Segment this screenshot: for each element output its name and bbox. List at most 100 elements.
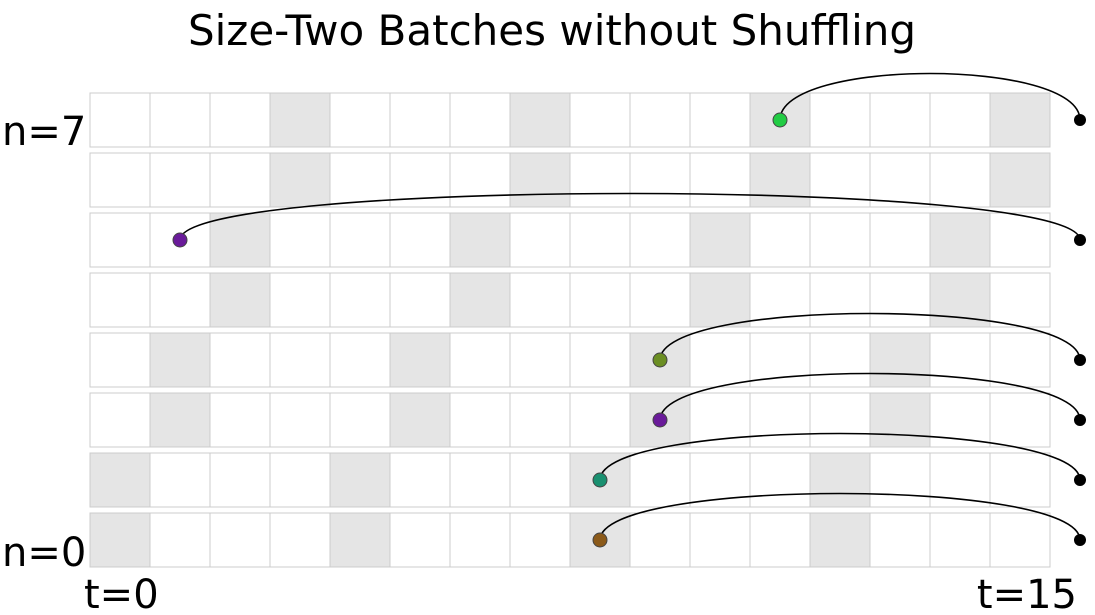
cell-r6-t10	[689, 152, 751, 208]
cell-r5-t11	[749, 212, 811, 268]
cell-r3-t9	[629, 332, 691, 388]
cell-r0-t11	[749, 512, 811, 568]
cell-r5-t6	[449, 212, 511, 268]
cell-r0-t0	[89, 512, 151, 568]
arc-endpoint-3	[1074, 414, 1086, 426]
cell-r6-t14	[929, 152, 991, 208]
cell-r4-t5	[389, 272, 451, 328]
cell-r0-t4	[329, 512, 391, 568]
cell-r2-t7	[509, 392, 571, 448]
label-t-right: t=15	[977, 572, 1077, 615]
cell-r1-t1	[149, 452, 211, 508]
cell-r4-t14	[929, 272, 991, 328]
label-n-top: n=7	[2, 109, 86, 155]
cell-r3-t15	[989, 332, 1051, 388]
cell-r3-t7	[509, 332, 571, 388]
cell-r2-t0	[89, 392, 151, 448]
cell-r0-t3	[269, 512, 331, 568]
label-t-left: t=0	[84, 572, 159, 615]
cell-r0-t12	[809, 512, 871, 568]
cell-r7-t12	[809, 92, 871, 148]
cell-r4-t4	[329, 272, 391, 328]
arc-5	[599, 492, 1081, 541]
cell-r7-t3	[269, 92, 331, 148]
cell-grid	[89, 92, 1051, 568]
cell-r4-t9	[629, 272, 691, 328]
arc-2	[659, 312, 1081, 361]
cell-r5-t0	[89, 212, 151, 268]
arc-endpoint-2	[1074, 354, 1086, 366]
cell-r5-t7	[509, 212, 571, 268]
cell-r6-t7	[509, 152, 571, 208]
arc-start-node-0	[772, 112, 788, 128]
cell-r0-t2	[209, 512, 271, 568]
cell-r1-t13	[869, 452, 931, 508]
cell-r2-t6	[449, 392, 511, 448]
cell-r5-t14	[929, 212, 991, 268]
cell-r3-t8	[569, 332, 631, 388]
cell-r5-t8	[569, 212, 631, 268]
cell-r1-t6	[449, 452, 511, 508]
arc-start-node-1	[172, 232, 188, 248]
cell-r0-t14	[929, 512, 991, 568]
arc-3	[659, 372, 1081, 421]
cell-r7-t14	[929, 92, 991, 148]
cell-r5-t10	[689, 212, 751, 268]
cell-r1-t15	[989, 452, 1051, 508]
cell-r6-t1	[149, 152, 211, 208]
cell-r2-t4	[329, 392, 391, 448]
cell-r0-t5	[389, 512, 451, 568]
arc-start-node-2	[652, 352, 668, 368]
cell-r4-t1	[149, 272, 211, 328]
cell-r1-t5	[389, 452, 451, 508]
diagram-title: Size-Two Batches without Shuffling	[188, 6, 916, 55]
cell-r3-t3	[269, 332, 331, 388]
cell-r2-t8	[569, 392, 631, 448]
arc-endpoint-4	[1074, 474, 1086, 486]
cell-r2-t2	[209, 392, 271, 448]
cell-r7-t8	[569, 92, 631, 148]
cell-r2-t1	[149, 392, 211, 448]
cell-r7-t7	[509, 92, 571, 148]
cell-r5-t4	[329, 212, 391, 268]
arc-0	[779, 72, 1081, 121]
arc-layer	[172, 72, 1086, 548]
cell-r3-t12	[809, 332, 871, 388]
cell-r1-t2	[209, 452, 271, 508]
cell-r4-t12	[809, 272, 871, 328]
cell-r3-t6	[449, 332, 511, 388]
cell-r6-t4	[329, 152, 391, 208]
cell-r3-t4	[329, 332, 391, 388]
cell-r0-t13	[869, 512, 931, 568]
cell-r0-t10	[689, 512, 751, 568]
cell-r7-t9	[629, 92, 691, 148]
cell-r5-t15	[989, 212, 1051, 268]
cell-r4-t7	[509, 272, 571, 328]
cell-r7-t13	[869, 92, 931, 148]
cell-r7-t2	[209, 92, 271, 148]
cell-r6-t6	[449, 152, 511, 208]
cell-r5-t13	[869, 212, 931, 268]
cell-r5-t2	[209, 212, 271, 268]
cell-r6-t9	[629, 152, 691, 208]
cell-r4-t11	[749, 272, 811, 328]
cell-r6-t13	[869, 152, 931, 208]
cell-r3-t14	[929, 332, 991, 388]
cell-r6-t0	[89, 152, 151, 208]
cell-r5-t3	[269, 212, 331, 268]
cell-r1-t12	[809, 452, 871, 508]
cell-r2-t14	[929, 392, 991, 448]
arc-1	[179, 192, 1081, 241]
cell-r1-t11	[749, 452, 811, 508]
arc-4	[599, 432, 1081, 481]
cell-r6-t2	[209, 152, 271, 208]
cell-r3-t11	[749, 332, 811, 388]
cell-r3-t0	[89, 332, 151, 388]
cell-r5-t12	[809, 212, 871, 268]
cell-r6-t15	[989, 152, 1051, 208]
cell-r2-t11	[749, 392, 811, 448]
cell-r3-t13	[869, 332, 931, 388]
cell-r7-t6	[449, 92, 511, 148]
cell-r4-t13	[869, 272, 931, 328]
